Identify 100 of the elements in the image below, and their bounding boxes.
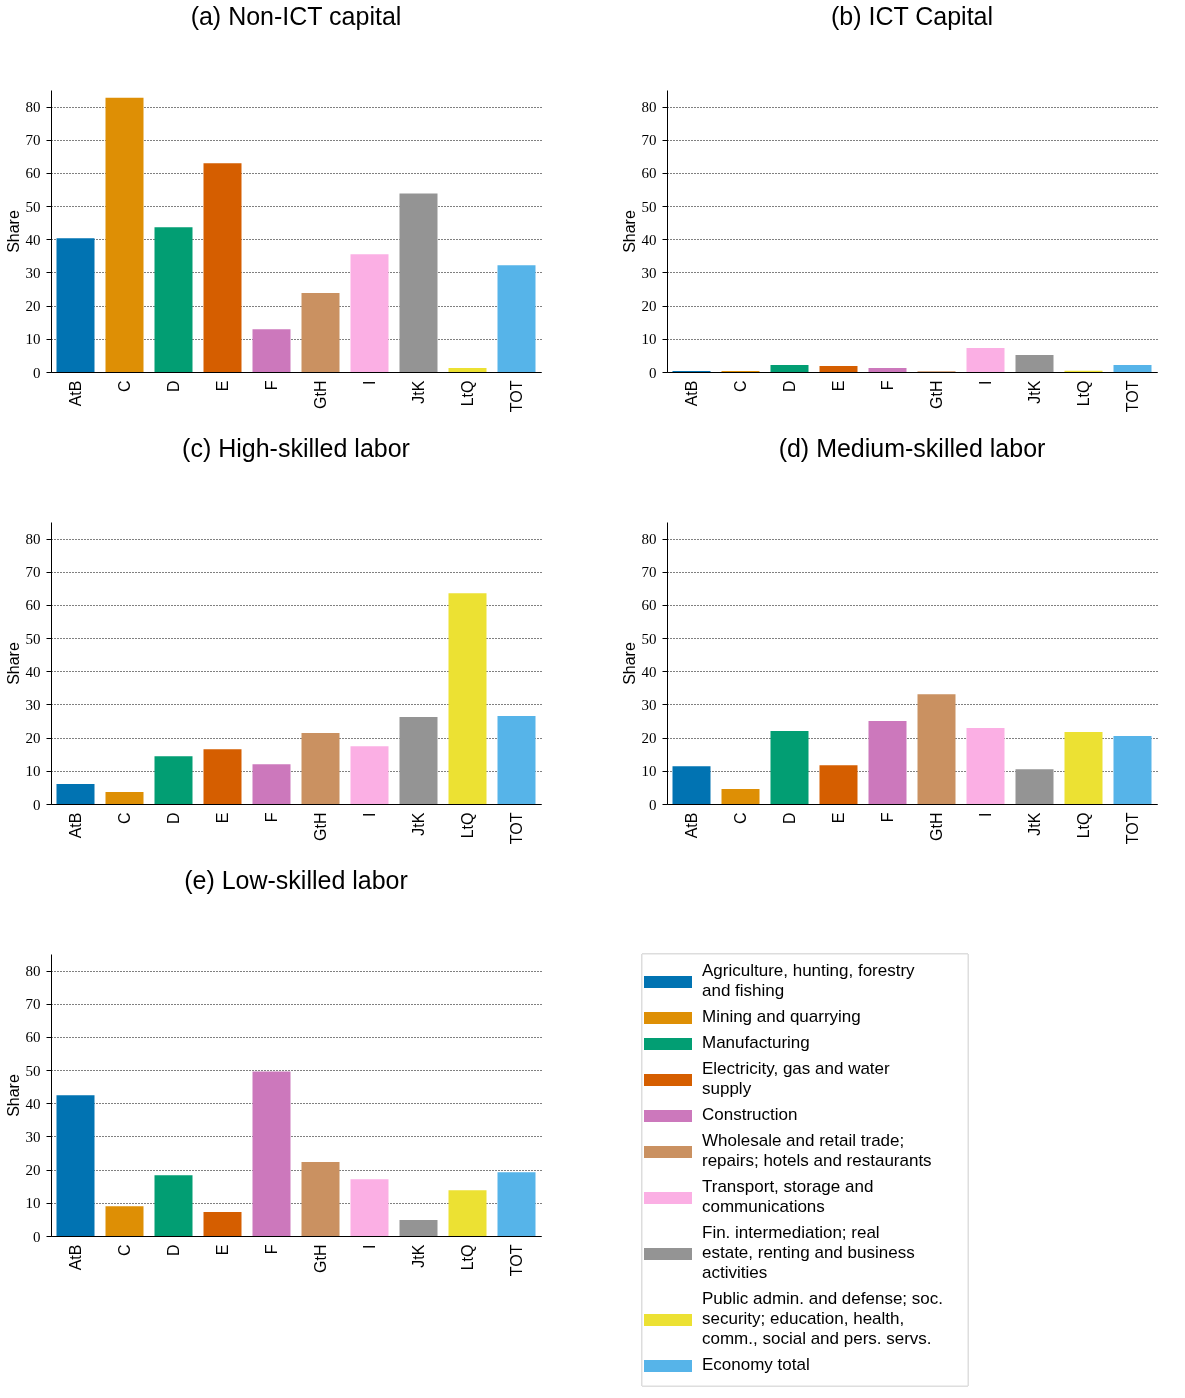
bar — [154, 227, 193, 372]
x-tick-label: LtQ — [458, 812, 476, 839]
bar — [154, 756, 193, 804]
y-tick-label: 50 — [641, 630, 657, 647]
y-tick-label: 80 — [641, 531, 657, 548]
bar — [252, 329, 291, 372]
bar — [1113, 365, 1152, 372]
bar — [203, 163, 242, 372]
x-tick-label: GtH — [927, 812, 945, 841]
y-tick-label: 0 — [33, 364, 41, 381]
y-tick-label: 30 — [25, 264, 41, 281]
y-tick-label: 10 — [25, 763, 41, 780]
y-tick-label: 40 — [25, 1095, 41, 1112]
x-tick-label: I — [976, 380, 994, 385]
bar — [448, 368, 487, 372]
y-tick-label: 20 — [25, 730, 41, 747]
x-tick-label: AtB — [682, 380, 700, 407]
x-tick-label: E — [213, 380, 231, 392]
y-tick-label: 0 — [649, 364, 657, 381]
y-tick-label: 30 — [641, 696, 657, 713]
x-tick-label: F — [878, 380, 896, 391]
bar — [56, 784, 95, 804]
y-axis-title: Share — [4, 642, 22, 685]
y-tick-label: 30 — [25, 696, 41, 713]
x-tick-label: I — [976, 812, 994, 817]
y-tick-label: 30 — [641, 264, 657, 281]
y-tick-label: 60 — [25, 1029, 41, 1046]
chart-title: (e) Low-skilled labor — [184, 866, 408, 894]
x-tick-label: GtH — [311, 380, 329, 409]
bar — [252, 764, 291, 804]
legend-label: Wholesale and retail trade; repairs; hotels and restaurants — [702, 1131, 932, 1170]
x-tick-label: TOT — [1123, 812, 1141, 845]
x-tick-label: F — [878, 812, 896, 823]
chart-title: (d) Medium-skilled labor — [778, 434, 1046, 462]
bar — [917, 694, 956, 804]
y-tick-label: 30 — [25, 1128, 41, 1145]
y-tick-label: 70 — [641, 564, 657, 581]
x-tick-label: AtB — [66, 1244, 84, 1271]
x-tick-label: I — [360, 812, 378, 817]
legend-label: Economy total — [702, 1355, 810, 1374]
bar — [399, 193, 438, 372]
x-tick-label: AtB — [66, 380, 84, 407]
legend-label: Manufacturing — [702, 1033, 810, 1052]
x-tick-label: AtB — [682, 812, 700, 839]
y-tick-label: 60 — [25, 597, 41, 614]
chart-title: (a) Non-ICT capital — [190, 2, 402, 30]
y-tick-label: 10 — [641, 763, 657, 780]
bar — [301, 293, 340, 372]
y-axis-title: Share — [4, 210, 22, 253]
y-axis-title: Share — [620, 642, 638, 685]
x-tick-label: F — [262, 812, 280, 823]
bar — [203, 749, 242, 804]
bar — [105, 97, 144, 372]
bar — [770, 365, 809, 372]
bar — [868, 721, 907, 804]
x-tick-label: D — [164, 380, 182, 393]
x-tick-label: JtK — [1025, 380, 1043, 404]
bar — [350, 746, 389, 804]
bar — [399, 717, 438, 804]
y-tick-label: 40 — [641, 663, 657, 680]
bar — [56, 238, 95, 372]
y-axis-title: Share — [4, 1074, 22, 1117]
legend-label: Electricity, gas and water supply — [702, 1059, 891, 1098]
x-tick-label: D — [164, 1244, 182, 1257]
y-tick-label: 0 — [649, 796, 657, 813]
x-tick-label: GtH — [311, 1244, 329, 1273]
x-tick-label: TOT — [507, 1244, 525, 1277]
x-tick-label: C — [115, 812, 133, 825]
x-tick-label: E — [829, 812, 847, 824]
x-tick-label: C — [115, 380, 133, 393]
y-tick-label: 10 — [641, 331, 657, 348]
x-tick-label: AtB — [66, 812, 84, 839]
y-tick-label: 20 — [641, 730, 657, 747]
y-tick-label: 20 — [25, 298, 41, 315]
x-tick-label: JtK — [409, 1244, 427, 1268]
y-tick-label: 70 — [25, 132, 41, 149]
x-tick-label: JtK — [409, 812, 427, 836]
bar — [497, 716, 536, 804]
y-tick-label: 10 — [25, 1195, 41, 1212]
x-tick-label: C — [115, 1244, 133, 1257]
x-tick-label: LtQ — [458, 380, 476, 407]
x-tick-label: F — [262, 380, 280, 391]
y-tick-label: 60 — [641, 165, 657, 182]
bar — [966, 348, 1005, 372]
y-tick-label: 70 — [641, 132, 657, 149]
legend-label: Transport, storage and communications — [702, 1177, 874, 1216]
bar — [1113, 735, 1152, 804]
x-tick-label: LtQ — [458, 1244, 476, 1271]
y-tick-label: 80 — [25, 99, 41, 116]
x-tick-label: JtK — [409, 380, 427, 404]
x-tick-label: C — [731, 812, 749, 825]
x-tick-label: D — [164, 812, 182, 825]
x-tick-label: E — [213, 1244, 231, 1256]
bar — [105, 792, 144, 804]
y-axis-title: Share — [620, 210, 638, 253]
y-tick-label: 20 — [641, 298, 657, 315]
y-tick-label: 10 — [25, 331, 41, 348]
x-tick-label: D — [780, 812, 798, 825]
legend-label: Fin. intermediation; real estate, renting and business activities — [702, 1223, 915, 1282]
legend-label: Public admin. and defense; soc. security; education, health, comm., social and pers. servs. — [702, 1289, 943, 1348]
